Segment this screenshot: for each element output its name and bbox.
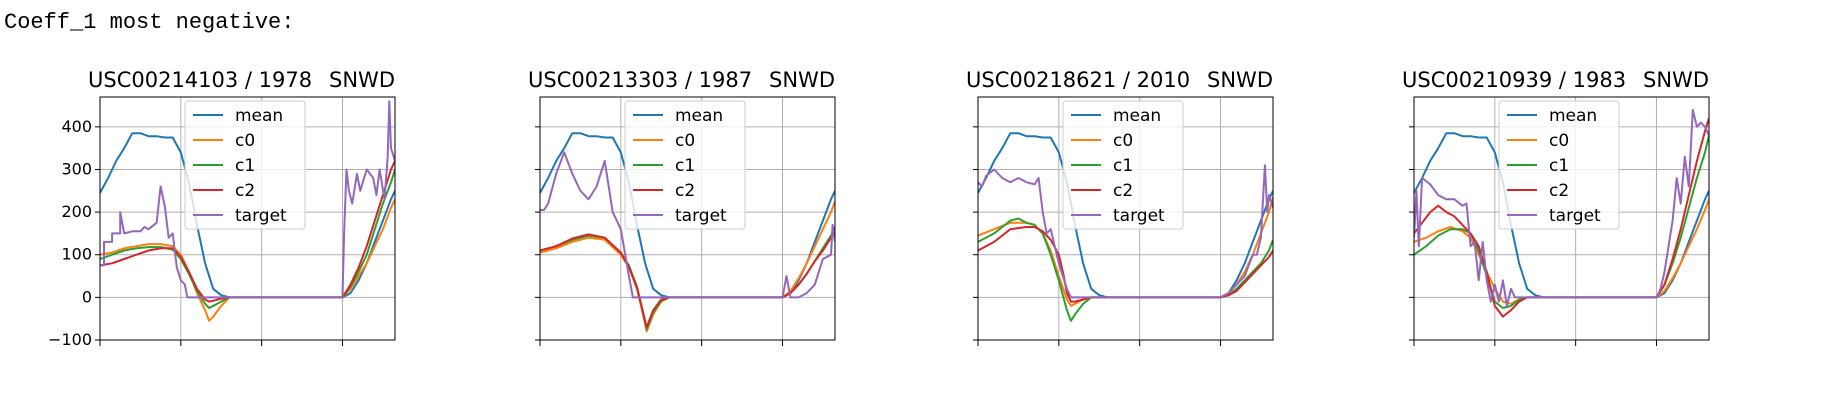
legend-label-c1: c1: [675, 156, 695, 176]
legend-label-c2: c2: [1549, 181, 1569, 201]
chart-panel-4: USC00210939 / 1983 SNWD mean c0 c1 c2 target: [1402, 68, 1710, 346]
panel-title: USC00214103 / 1978: [88, 68, 312, 92]
legend-box: [1498, 100, 1620, 230]
x-axis: [539, 340, 783, 346]
series-line-target: [1414, 108, 1709, 307]
y-axis: [535, 126, 540, 341]
series-line-c2: [540, 228, 835, 329]
section-heading: Coeff_1 most negative:: [4, 10, 295, 35]
chart-panel-1: USC00214103 / 1978 SNWD −100 0 100 200 300 400 m…: [48, 68, 396, 349]
legend-label-mean: mean: [675, 106, 723, 126]
x-axis: [1413, 340, 1657, 346]
series-line-c2: [100, 160, 395, 303]
legend: mean c0 c1 c2 target: [184, 100, 306, 230]
legend-label-c2: c2: [235, 181, 255, 201]
series-line-c2: [978, 226, 1273, 303]
panel-variable: SNWD: [1207, 68, 1273, 92]
series-line-c1: [540, 226, 835, 331]
legend-label-target: target: [675, 206, 727, 226]
legend-box: [184, 100, 306, 230]
legend: mean c0 c1 c2 target: [624, 100, 746, 230]
legend-box: [1062, 100, 1184, 230]
panel-variable: SNWD: [769, 68, 835, 92]
legend-label-c2: c2: [675, 181, 695, 201]
axes-frame: [977, 96, 1274, 341]
y-tick-label: −100: [48, 330, 92, 349]
series-line-c1: [1414, 135, 1709, 309]
legend-label-target: target: [1113, 206, 1165, 226]
panel-title: USC00213303 / 1987: [528, 68, 752, 92]
series-line-c1: [100, 169, 395, 309]
x-axis: [99, 340, 343, 346]
axes-frame: [1413, 96, 1710, 341]
y-tick-label: 400: [61, 117, 92, 136]
series-line-target: [540, 151, 835, 299]
legend-label-c2: c2: [1113, 181, 1133, 201]
legend-label-c1: c1: [235, 156, 255, 176]
series-line-c1: [978, 217, 1273, 322]
series-line-c0: [100, 198, 395, 322]
legend-label-c0: c0: [675, 131, 695, 151]
legend: mean c0 c1 c2 target: [1062, 100, 1184, 230]
y-axis: −100 0 100 200 300 400: [48, 117, 100, 349]
panel-title: USC00218621 / 2010: [966, 68, 1190, 92]
legend-label-target: target: [1549, 206, 1601, 226]
chart-panel-3: USC00218621 / 2010 SNWD mean c0 c1 c2 target: [966, 68, 1274, 346]
legend-label-c1: c1: [1113, 156, 1133, 176]
series-line-c2: [1414, 118, 1709, 318]
y-axis: [1409, 126, 1414, 341]
legend-box: [624, 100, 746, 230]
legend-label-mean: mean: [235, 106, 283, 126]
y-tick-label: 0: [82, 287, 92, 306]
series-group: [100, 100, 395, 322]
y-tick-label: 100: [61, 245, 92, 264]
chart-panel-2: USC00213303 / 1987 SNWD mean c0 c1 c2 target: [528, 68, 836, 346]
axes-frame: [539, 96, 836, 341]
series-line-target: [100, 100, 395, 299]
panel-title: USC00210939 / 1983: [1402, 68, 1626, 92]
legend-label-mean: mean: [1549, 106, 1597, 126]
legend-label-c0: c0: [1549, 131, 1569, 151]
y-tick-label: 200: [61, 202, 92, 221]
y-axis: [973, 126, 978, 341]
y-tick-label: 300: [61, 159, 92, 178]
legend-label-mean: mean: [1113, 106, 1161, 126]
panel-variable: SNWD: [329, 68, 395, 92]
legend-label-c0: c0: [1113, 131, 1133, 151]
x-axis: [977, 340, 1221, 346]
axes-frame: [99, 96, 396, 341]
legend: mean c0 c1 c2 target: [1498, 100, 1620, 230]
legend-label-c1: c1: [1549, 156, 1569, 176]
series-line-target: [978, 164, 1273, 299]
legend-label-target: target: [235, 206, 287, 226]
legend-label-c0: c0: [235, 131, 255, 151]
panel-variable: SNWD: [1643, 68, 1709, 92]
